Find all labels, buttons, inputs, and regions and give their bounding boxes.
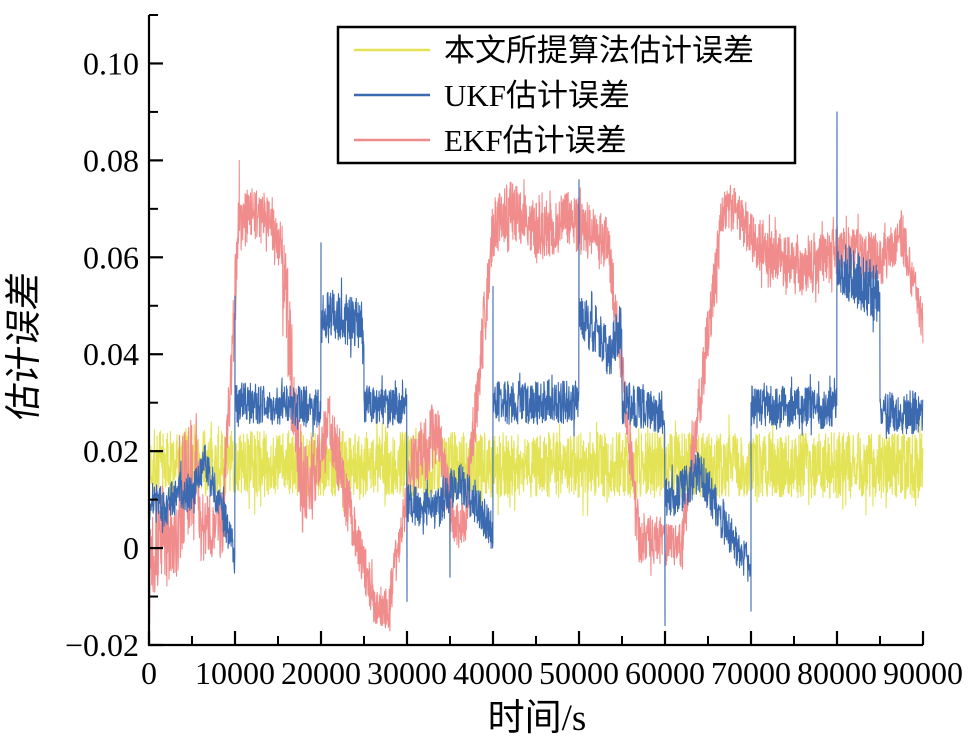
legend-label-ukf: UKF估计误差 [444, 78, 630, 113]
y-tick-label: 0.02 [83, 433, 139, 469]
y-axis-title: 估计误差 [3, 269, 45, 423]
y-tick-label: 0.06 [83, 239, 139, 275]
series-layer [148, 111, 924, 632]
legend-item-ekf: EKF估计误差 [354, 123, 627, 158]
series-line-2 [148, 159, 924, 632]
legend-label-proposed: 本文所提算法估计误差 [444, 33, 754, 68]
x-tick-label: 60000 [625, 655, 705, 691]
x-tick-label: 30000 [367, 655, 447, 691]
legend-label-ekf: EKF估计误差 [444, 123, 627, 158]
x-tick-label: 20000 [281, 655, 361, 691]
x-tick-label: 0 [141, 655, 157, 691]
series-line-1 [148, 111, 924, 627]
y-tick-label: 0.10 [83, 45, 139, 81]
x-tick-label: 10000 [195, 655, 275, 691]
legend: 本文所提算法估计误差 UKF估计误差 EKF估计误差 [336, 25, 797, 165]
x-axis-title: 时间/s [488, 698, 587, 739]
x-tick-label: 50000 [539, 655, 619, 691]
x-tick-label: 70000 [711, 655, 791, 691]
x-tick-label: 40000 [453, 655, 533, 691]
y-tick-label: 0.04 [83, 336, 139, 372]
x-tick-label: 80000 [797, 655, 877, 691]
y-tick-label: 0 [123, 530, 139, 566]
y-tick-label: 0.08 [83, 142, 139, 178]
legend-item-proposed: 本文所提算法估计误差 [354, 33, 754, 68]
x-tick-label: 90000 [883, 655, 963, 691]
series-line-0 [148, 414, 924, 517]
legend-item-ukf: UKF估计误差 [354, 78, 630, 113]
y-tick-label: −0.02 [65, 627, 139, 663]
